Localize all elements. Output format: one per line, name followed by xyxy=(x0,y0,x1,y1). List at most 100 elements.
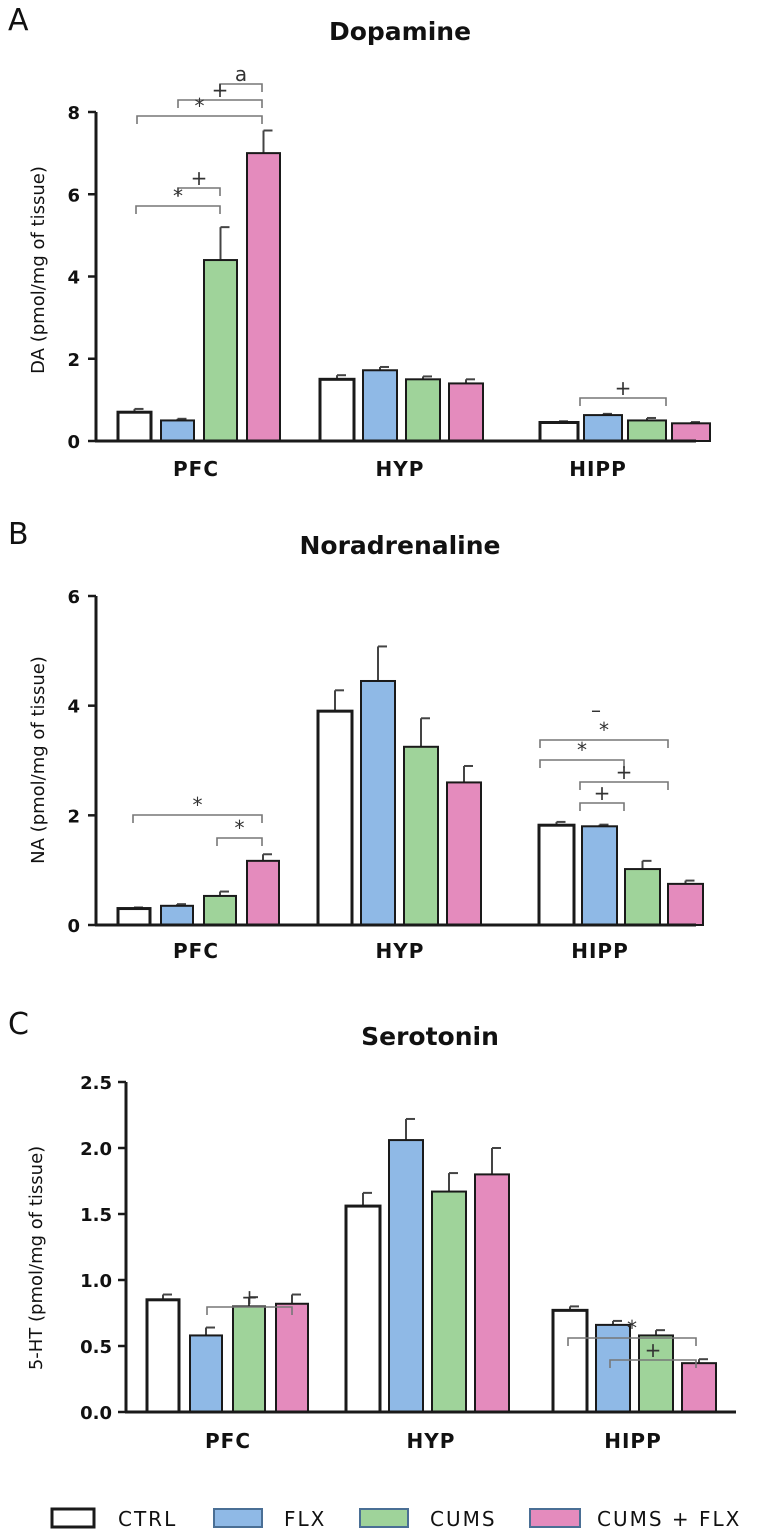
category-label-hyp: HYP xyxy=(376,457,425,481)
significance-label: * xyxy=(627,1316,637,1340)
significance-label: + xyxy=(645,1338,662,1362)
bar-flx-hyp xyxy=(360,679,396,926)
significance-label: * xyxy=(599,718,609,742)
panel-b: B Noradrenaline NA (pmol/mg of tissue) 0… xyxy=(8,517,704,963)
panel-a: A Dopamine DA (pmol/mg of tissue) 02468 … xyxy=(8,3,711,481)
bar-flx-hyp xyxy=(388,1139,424,1413)
bar-ctrl-hipp xyxy=(538,420,580,443)
legend: CTRL FLX CUMS CUMS + FLX xyxy=(50,1507,739,1531)
category-label-pfc: PFC xyxy=(173,939,219,963)
bar-ctrl-hyp xyxy=(344,1204,382,1414)
y-tick-label: 8 xyxy=(67,103,80,124)
significance-bracket xyxy=(206,1306,293,1315)
y-tick-label: 2.5 xyxy=(80,1073,112,1094)
significance-bracket xyxy=(579,397,667,406)
chart-title-dopamine: Dopamine xyxy=(329,17,471,46)
bar-flx-hipp xyxy=(581,825,618,926)
bar-cums-flx-hyp xyxy=(448,382,484,442)
category-label-hipp: HIPP xyxy=(569,457,627,481)
y-axis-ticks: 0 2 4 6 xyxy=(67,587,96,937)
significance-brackets: + * + xyxy=(206,1285,697,1368)
bar-cums-flx-pfc xyxy=(246,859,280,926)
significance-bracket xyxy=(579,802,625,811)
bar-ctrl-hipp xyxy=(537,823,576,927)
y-tick-label: 0 xyxy=(67,916,80,937)
bar-cums-hyp xyxy=(431,1190,467,1414)
bar-cums-pfc xyxy=(203,894,237,927)
y-tick-label: 1.5 xyxy=(80,1205,112,1226)
bar-cums-hipp xyxy=(624,868,661,927)
y-tick-label: 0.0 xyxy=(80,1403,112,1424)
bar-ctrl-hyp xyxy=(318,377,356,443)
significance-bracket xyxy=(135,205,221,214)
significance-bracket xyxy=(579,781,669,790)
bar-cums-hyp xyxy=(403,745,439,927)
category-labels: PFC HYP HIPP xyxy=(173,457,627,481)
axes xyxy=(124,1082,736,1414)
legend-label-flx: FLX xyxy=(284,1507,326,1531)
significance-bracket xyxy=(539,739,669,748)
bar-flx-pfc xyxy=(160,419,195,442)
y-axis-label: 5-HT (pmol/mg of tissue) xyxy=(26,1146,47,1370)
chart-title-noradrenaline: Noradrenaline xyxy=(299,531,500,560)
significance-label: * xyxy=(235,816,245,840)
category-label-pfc: PFC xyxy=(173,457,219,481)
significance-bracket xyxy=(539,759,625,768)
significance-bracket xyxy=(132,814,263,823)
y-tick-label: 2 xyxy=(67,350,80,371)
significance-label: + xyxy=(191,166,208,190)
y-tick-label: 0.5 xyxy=(80,1337,112,1358)
panel-letter-a: A xyxy=(8,3,29,38)
panel-c: C Serotonin 5-HT (pmol/mg of tissue) 0.0… xyxy=(8,1007,736,1453)
bar-ctrl-hipp xyxy=(551,1308,589,1414)
legend-label-cums: CUMS xyxy=(430,1507,497,1531)
y-tick-label: 4 xyxy=(67,268,80,289)
bar-flx-hipp xyxy=(583,414,623,442)
bar-cums-hipp xyxy=(627,419,667,442)
y-axis-ticks: 0.0 0.5 1.0 1.5 2.0 2.5 xyxy=(80,1073,126,1424)
significance-label: + xyxy=(594,781,611,805)
category-label-pfc: PFC xyxy=(205,1429,251,1453)
y-tick-label: 0 xyxy=(67,432,80,453)
axes xyxy=(94,112,696,443)
bar-flx-hyp xyxy=(362,369,398,443)
bar-group xyxy=(145,1117,717,1414)
panel-letter-c: C xyxy=(8,1007,29,1042)
bar-cums-flx-hipp xyxy=(681,1362,717,1414)
annotation-dash: – xyxy=(591,698,601,722)
category-labels: PFC HYP HIPP xyxy=(173,939,628,963)
bar-ctrl-pfc xyxy=(145,1298,181,1414)
significance-bracket xyxy=(609,1359,697,1368)
bar-cums-flx-pfc xyxy=(275,1302,309,1414)
legend-label-ctrl: CTRL xyxy=(118,1507,177,1531)
y-tick-label: 4 xyxy=(67,697,80,718)
y-tick-label: 2 xyxy=(67,806,80,827)
category-label-hipp: HIPP xyxy=(604,1429,662,1453)
legend-swatch-ctrl xyxy=(50,1507,96,1529)
bar-cums-flx-hipp xyxy=(671,422,711,443)
significance-label: + xyxy=(241,1285,258,1309)
y-tick-label: 6 xyxy=(67,185,80,206)
significance-bracket xyxy=(567,1337,697,1346)
significance-bracket xyxy=(177,99,263,108)
y-axis-label: DA (pmol/mg of tissue) xyxy=(28,166,49,374)
y-tick-label: 2.0 xyxy=(80,1139,112,1160)
bar-flx-pfc xyxy=(189,1334,223,1413)
significance-bracket xyxy=(177,187,221,196)
bar-cums-flx-hipp xyxy=(667,882,704,926)
chart-title-serotonin: Serotonin xyxy=(361,1022,499,1051)
panel-letter-b: B xyxy=(8,517,29,552)
bar-cums-hyp xyxy=(405,378,441,442)
legend-swatch-cums-flx xyxy=(529,1508,581,1528)
significance-label: * xyxy=(577,738,587,762)
significance-label: * xyxy=(195,94,205,118)
y-axis-ticks: 0 2 4 6 8 xyxy=(67,103,96,453)
bar-ctrl-hyp xyxy=(316,709,354,927)
y-tick-label: 6 xyxy=(67,587,80,608)
significance-label: + xyxy=(212,78,229,102)
category-label-hyp: HYP xyxy=(407,1429,456,1453)
category-labels: PFC HYP HIPP xyxy=(205,1429,662,1453)
bar-cums-flx-hyp xyxy=(474,1173,510,1414)
bar-cums-pfc xyxy=(203,259,238,442)
y-tick-label: 1.0 xyxy=(80,1271,112,1292)
